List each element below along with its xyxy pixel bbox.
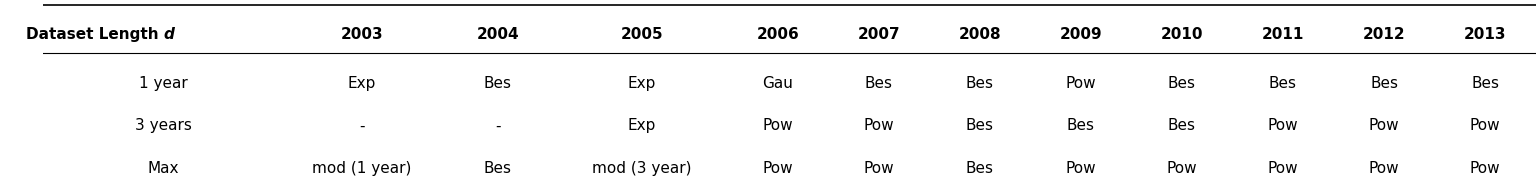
Text: Bes: Bes [865,76,893,91]
Text: 1 year: 1 year [140,76,188,91]
Text: Bes: Bes [965,76,994,91]
Text: Pow: Pow [1469,161,1500,176]
Text: Bes: Bes [1270,76,1297,91]
Text: Pow: Pow [1065,76,1096,91]
Text: Gau: Gau [762,76,793,91]
Text: 2006: 2006 [756,27,799,42]
Text: 2010: 2010 [1160,27,1203,42]
Text: Bes: Bes [965,118,994,134]
Text: Max: Max [148,161,180,176]
Text: 2008: 2008 [959,27,1001,42]
Text: Pow: Pow [1369,161,1399,176]
Text: 2005: 2005 [621,27,662,42]
Text: Bes: Bes [965,161,994,176]
Text: mod (3 year): mod (3 year) [592,161,692,176]
Text: Bes: Bes [1168,76,1196,91]
Text: -: - [495,118,501,134]
Text: Pow: Pow [1369,118,1399,134]
Text: Pow: Pow [1268,161,1299,176]
Text: Pow: Pow [1167,161,1197,176]
Text: Pow: Pow [864,161,895,176]
Text: 2004: 2004 [476,27,520,42]
Text: 2009: 2009 [1059,27,1102,42]
Text: Pow: Pow [864,118,895,134]
Text: 2003: 2003 [341,27,383,42]
Text: Bes: Bes [1168,118,1196,134]
Text: Pow: Pow [762,118,793,134]
Text: Pow: Pow [1469,118,1500,134]
Text: d: d [163,27,175,42]
Text: 2013: 2013 [1463,27,1506,42]
Text: mod (1 year): mod (1 year) [312,161,412,176]
Text: Bes: Bes [484,161,512,176]
Text: Bes: Bes [1067,118,1094,134]
Text: Pow: Pow [1065,161,1096,176]
Text: 2012: 2012 [1363,27,1405,42]
Text: 2011: 2011 [1262,27,1305,42]
Text: Bes: Bes [1369,76,1399,91]
Text: Exp: Exp [347,76,377,91]
Text: Exp: Exp [627,118,656,134]
Text: 2007: 2007 [858,27,901,42]
Text: Dataset Length: Dataset Length [26,27,163,42]
Text: Exp: Exp [627,76,656,91]
Text: -: - [360,118,364,134]
Text: Pow: Pow [1268,118,1299,134]
Text: Bes: Bes [484,76,512,91]
Text: Pow: Pow [762,161,793,176]
Text: 3 years: 3 years [135,118,192,134]
Text: Bes: Bes [1471,76,1499,91]
